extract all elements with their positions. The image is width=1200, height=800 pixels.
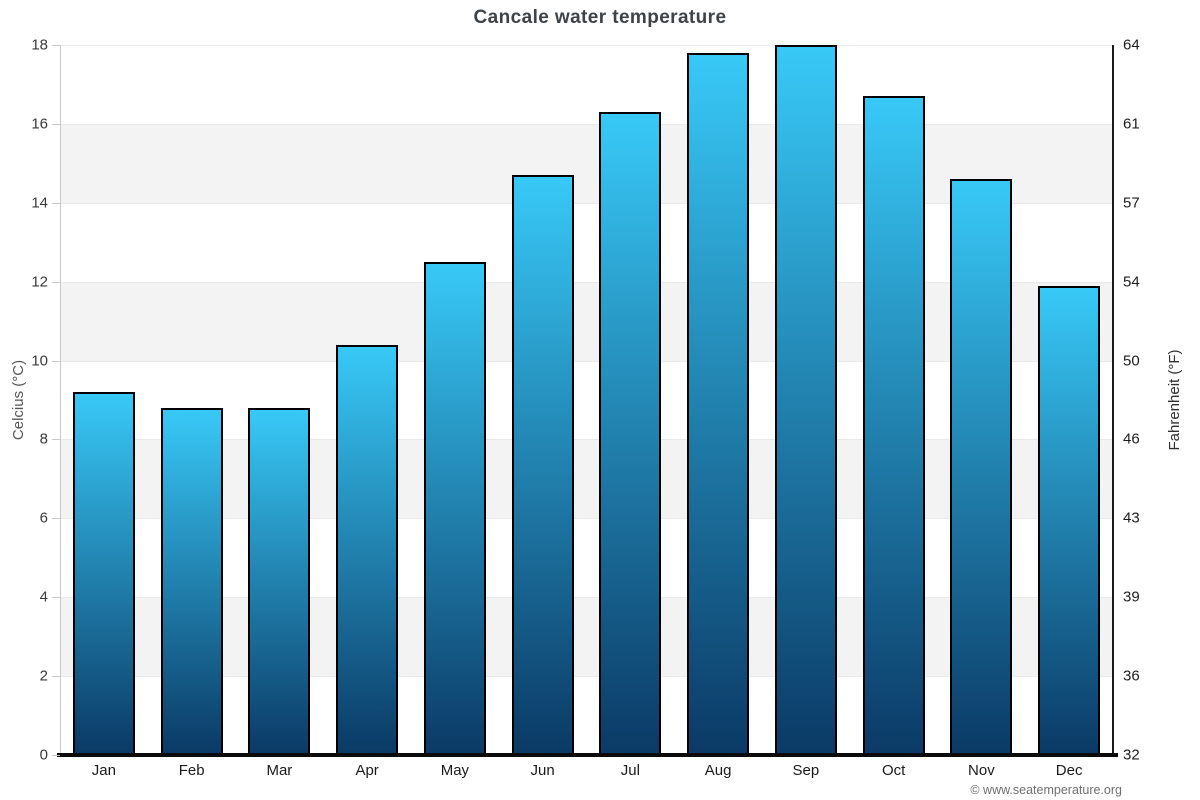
y-tick-left-14: 14 <box>31 194 48 212</box>
left-axis-tick <box>52 597 60 599</box>
y-tick-right-57: 57 <box>1123 194 1140 212</box>
bar-jun <box>511 175 574 755</box>
x-tick-label-may: May <box>440 762 470 779</box>
x-tick-label-apr: Apr <box>355 762 379 779</box>
y-tick-left-0: 0 <box>39 746 48 764</box>
background-band <box>60 281 1113 361</box>
left-axis-tick <box>52 676 60 678</box>
left-axis-tick <box>52 202 60 204</box>
x-tick-label-jun: Jun <box>530 762 555 779</box>
bar-apr <box>336 344 399 755</box>
right-axis-line <box>1112 45 1114 757</box>
copyright: © www.seatemperature.org <box>970 783 1122 797</box>
y-tick-left-6: 6 <box>39 509 48 527</box>
left-axis-tick <box>52 518 60 520</box>
gridline <box>60 45 1113 46</box>
y-tick-left-16: 16 <box>31 115 48 133</box>
y-tick-right-36: 36 <box>1123 667 1140 685</box>
bar-jul <box>599 112 662 755</box>
x-tick-label-mar: Mar <box>266 762 293 779</box>
left-axis-tick <box>52 360 60 362</box>
y-tick-left-12: 12 <box>31 273 48 291</box>
left-axis-tick <box>52 123 60 125</box>
left-axis-tick <box>52 45 60 46</box>
y-tick-left-10: 10 <box>31 352 48 370</box>
bar-nov <box>950 179 1013 755</box>
gridline <box>60 676 1113 678</box>
y-tick-right-64: 64 <box>1123 36 1140 54</box>
background-band <box>60 439 1113 519</box>
bar-aug <box>687 52 750 755</box>
x-tick-label-aug: Aug <box>704 762 732 779</box>
bar-oct <box>862 96 925 755</box>
left-axis-line <box>60 45 61 755</box>
y-tick-left-2: 2 <box>39 667 48 685</box>
background-band <box>60 597 1113 677</box>
gridline <box>60 281 1113 283</box>
bar-may <box>423 261 486 755</box>
gridline <box>60 597 1113 599</box>
bar-sep <box>774 45 837 755</box>
left-axis-tick <box>52 755 60 756</box>
x-tick-label-jul: Jul <box>620 762 640 779</box>
y-tick-right-39: 39 <box>1123 588 1140 606</box>
right-axis-title: Fahrenheit (°F) <box>1166 349 1183 451</box>
x-tick-label-nov: Nov <box>968 762 995 779</box>
chart-title: Cancale water temperature <box>473 7 727 28</box>
gridline <box>60 518 1113 520</box>
x-tick-label-sep: Sep <box>792 762 820 779</box>
y-tick-right-54: 54 <box>1123 273 1140 291</box>
gridline <box>60 360 1113 362</box>
gridline <box>60 202 1113 204</box>
bar-mar <box>248 407 311 755</box>
y-tick-left-4: 4 <box>39 588 48 606</box>
bar-dec <box>1038 285 1101 755</box>
x-tick-label-feb: Feb <box>178 762 205 779</box>
y-tick-right-32: 32 <box>1123 746 1140 764</box>
bar-feb <box>160 407 223 755</box>
y-tick-right-43: 43 <box>1123 509 1140 527</box>
background-band <box>60 123 1113 203</box>
gridline <box>60 439 1113 441</box>
y-tick-right-50: 50 <box>1123 352 1140 370</box>
bottom-axis-line <box>57 753 1118 757</box>
y-tick-right-61: 61 <box>1123 115 1140 133</box>
y-tick-right-46: 46 <box>1123 430 1140 448</box>
y-tick-left-18: 18 <box>31 36 48 54</box>
bar-jan <box>72 392 135 755</box>
left-axis-tick <box>52 281 60 283</box>
x-tick-label-dec: Dec <box>1055 762 1083 779</box>
left-axis-tick <box>52 439 60 441</box>
gridline <box>60 123 1113 125</box>
x-tick-label-jan: Jan <box>91 762 116 779</box>
left-axis-title: Celcius (°C) <box>10 359 27 441</box>
y-tick-left-8: 8 <box>39 430 48 448</box>
x-tick-label-oct: Oct <box>881 762 906 779</box>
